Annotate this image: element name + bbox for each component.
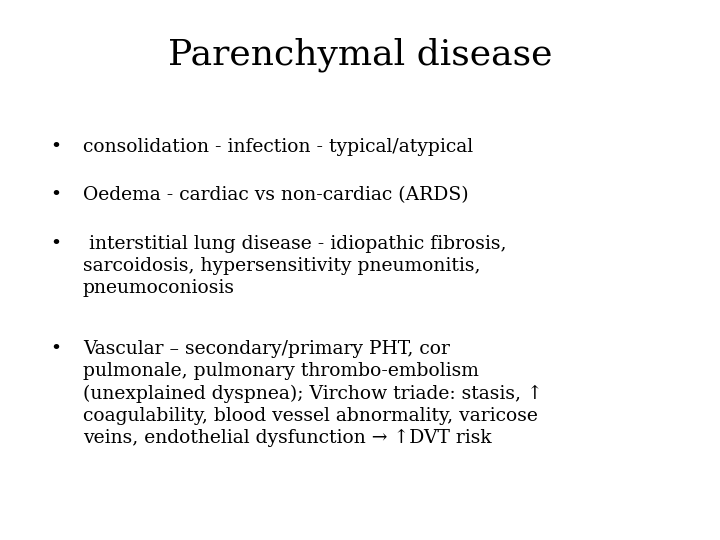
Text: •: •	[50, 235, 61, 253]
Text: •: •	[50, 186, 61, 204]
Text: consolidation - infection - typical/atypical: consolidation - infection - typical/atyp…	[83, 138, 473, 156]
Text: •: •	[50, 340, 61, 358]
Text: interstitial lung disease - idiopathic fibrosis,
sarcoidosis, hypersensitivity p: interstitial lung disease - idiopathic f…	[83, 235, 506, 298]
Text: Oedema - cardiac vs non-cardiac (ARDS): Oedema - cardiac vs non-cardiac (ARDS)	[83, 186, 469, 204]
Text: •: •	[50, 138, 61, 156]
Text: Vascular – secondary/primary PHT, cor
pulmonale, pulmonary thrombo-embolism
(une: Vascular – secondary/primary PHT, cor pu…	[83, 340, 543, 448]
Text: Parenchymal disease: Parenchymal disease	[168, 38, 552, 72]
